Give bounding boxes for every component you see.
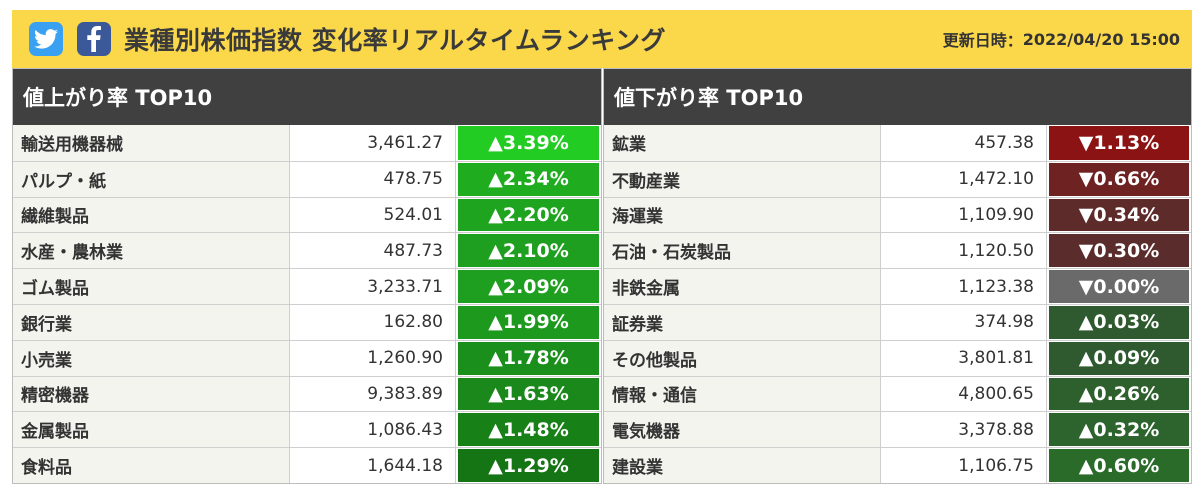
change-rate-badge: ▲1.48%	[458, 413, 599, 447]
sector-name: 精密機器	[13, 376, 290, 412]
twitter-icon	[34, 29, 58, 49]
twitter-share-button[interactable]	[29, 22, 63, 56]
table-row[interactable]: 建設業 1,106.75 ▲0.60%	[604, 447, 1191, 483]
change-rate-badge: ▼0.30%	[1049, 234, 1189, 268]
sector-name: 情報・通信	[604, 376, 881, 412]
change-rate-badge: ▲0.32%	[1049, 413, 1189, 447]
table-row[interactable]: 銀行業 162.80 ▲1.99%	[13, 303, 601, 340]
facebook-icon	[87, 26, 101, 52]
change-rate-badge: ▼0.66%	[1049, 162, 1189, 196]
index-value: 1,123.38	[881, 269, 1047, 304]
index-value: 1,086.43	[290, 412, 456, 448]
change-rate-badge: ▲2.09%	[458, 270, 599, 303]
sector-name: 建設業	[604, 448, 881, 483]
gainers-panel: 値上がり率 TOP10 輸送用機器械 3,461.27 ▲3.39% パルプ・紙 478…	[12, 68, 602, 484]
table-row[interactable]: 証券業 374.98 ▲0.03%	[604, 303, 1191, 340]
sector-name: 銀行業	[13, 304, 290, 340]
table-row[interactable]: その他製品 3,801.81 ▲0.09%	[604, 339, 1191, 376]
index-value: 487.73	[290, 233, 456, 269]
table-row[interactable]: 鉱業 457.38 ▼1.13%	[604, 125, 1191, 161]
table-row[interactable]: 海運業 1,109.90 ▼0.34%	[604, 196, 1191, 233]
index-value: 1,109.90	[881, 197, 1047, 233]
change-rate-badge: ▲0.26%	[1049, 377, 1189, 411]
change-rate-badge: ▲1.78%	[458, 341, 599, 375]
sector-name: 非鉄金属	[604, 269, 881, 304]
table-row[interactable]: 金属製品 1,086.43 ▲1.48%	[13, 411, 601, 448]
index-value: 3,233.71	[290, 269, 456, 304]
sector-name: 輸送用機器械	[13, 125, 290, 161]
sector-name: その他製品	[604, 340, 881, 376]
sector-name: 石油・石炭製品	[604, 233, 881, 269]
index-value: 4,800.65	[881, 376, 1047, 412]
updated-timestamp: 更新日時： 2022/04/20 15:00	[943, 10, 1180, 68]
sector-name: 鉱業	[604, 125, 881, 161]
change-rate-badge: ▲2.10%	[458, 234, 599, 268]
change-rate-badge: ▲2.34%	[458, 162, 599, 196]
index-value: 1,260.90	[290, 340, 456, 376]
index-value: 1,472.10	[881, 161, 1047, 197]
change-rate-badge: ▲2.20%	[458, 198, 599, 232]
table-row[interactable]: 食料品 1,644.18 ▲1.29%	[13, 447, 601, 483]
sector-name: 水産・農林業	[13, 233, 290, 269]
table-row[interactable]: 小売業 1,260.90 ▲1.78%	[13, 339, 601, 376]
header-bar: 業種別株価指数 変化率リアルタイムランキング 更新日時： 2022/04/20 …	[12, 10, 1192, 68]
change-rate-badge: ▲0.09%	[1049, 341, 1189, 375]
change-rate-badge: ▼0.00%	[1049, 270, 1189, 303]
index-value: 1,644.18	[290, 448, 456, 483]
losers-heading: 値下がり率 TOP10	[604, 69, 1191, 125]
updated-value: 2022/04/20 15:00	[1022, 29, 1180, 49]
sector-name: 金属製品	[13, 412, 290, 448]
updated-label: 更新日時：	[942, 31, 1023, 50]
table-row[interactable]: 情報・通信 4,800.65 ▲0.26%	[604, 375, 1191, 412]
change-rate-badge: ▲0.60%	[1049, 449, 1189, 482]
facebook-share-button[interactable]	[77, 22, 111, 56]
table-row[interactable]: 不動産業 1,472.10 ▼0.66%	[604, 160, 1191, 197]
index-value: 3,378.88	[881, 412, 1047, 448]
change-rate-badge: ▲1.63%	[458, 377, 599, 411]
change-rate-badge: ▲1.29%	[458, 449, 599, 482]
table-row[interactable]: 電気機器 3,378.88 ▲0.32%	[604, 411, 1191, 448]
index-value: 162.80	[290, 304, 456, 340]
index-value: 3,801.81	[881, 340, 1047, 376]
index-value: 1,106.75	[881, 448, 1047, 483]
sector-name: パルプ・紙	[13, 161, 290, 197]
index-value: 457.38	[881, 125, 1047, 161]
change-rate-badge: ▼0.34%	[1049, 198, 1189, 232]
index-value: 1,120.50	[881, 233, 1047, 269]
table-row[interactable]: 石油・石炭製品 1,120.50 ▼0.30%	[604, 232, 1191, 269]
sector-name: 繊維製品	[13, 197, 290, 233]
table-row[interactable]: ゴム製品 3,233.71 ▲2.09%	[13, 268, 601, 304]
sector-name: 不動産業	[604, 161, 881, 197]
sector-name: 電気機器	[604, 412, 881, 448]
losers-panel: 値下がり率 TOP10 鉱業 457.38 ▼1.13% 不動産業 1,472.10 ▼0…	[603, 68, 1192, 484]
sector-name: 食料品	[13, 448, 290, 483]
table-row[interactable]: 水産・農林業 487.73 ▲2.10%	[13, 232, 601, 269]
index-value: 478.75	[290, 161, 456, 197]
sector-name: 海運業	[604, 197, 881, 233]
page-title: 業種別株価指数 変化率リアルタイムランキング	[124, 26, 666, 55]
change-rate-badge: ▲0.03%	[1049, 305, 1189, 339]
change-rate-badge: ▲1.99%	[458, 305, 599, 339]
index-value: 524.01	[290, 197, 456, 233]
table-row[interactable]: 非鉄金属 1,123.38 ▼0.00%	[604, 268, 1191, 304]
table-row[interactable]: 精密機器 9,383.89 ▲1.63%	[13, 375, 601, 412]
index-value: 9,383.89	[290, 376, 456, 412]
change-rate-badge: ▼1.13%	[1049, 126, 1189, 160]
table-row[interactable]: 繊維製品 524.01 ▲2.20%	[13, 196, 601, 233]
index-value: 3,461.27	[290, 125, 456, 161]
sector-name: 証券業	[604, 304, 881, 340]
sector-name: 小売業	[13, 340, 290, 376]
sector-name: ゴム製品	[13, 269, 290, 304]
gainers-heading: 値上がり率 TOP10	[13, 69, 601, 125]
change-rate-badge: ▲3.39%	[458, 126, 599, 160]
table-row[interactable]: パルプ・紙 478.75 ▲2.34%	[13, 160, 601, 197]
table-row[interactable]: 輸送用機器械 3,461.27 ▲3.39%	[13, 125, 601, 161]
index-value: 374.98	[881, 304, 1047, 340]
